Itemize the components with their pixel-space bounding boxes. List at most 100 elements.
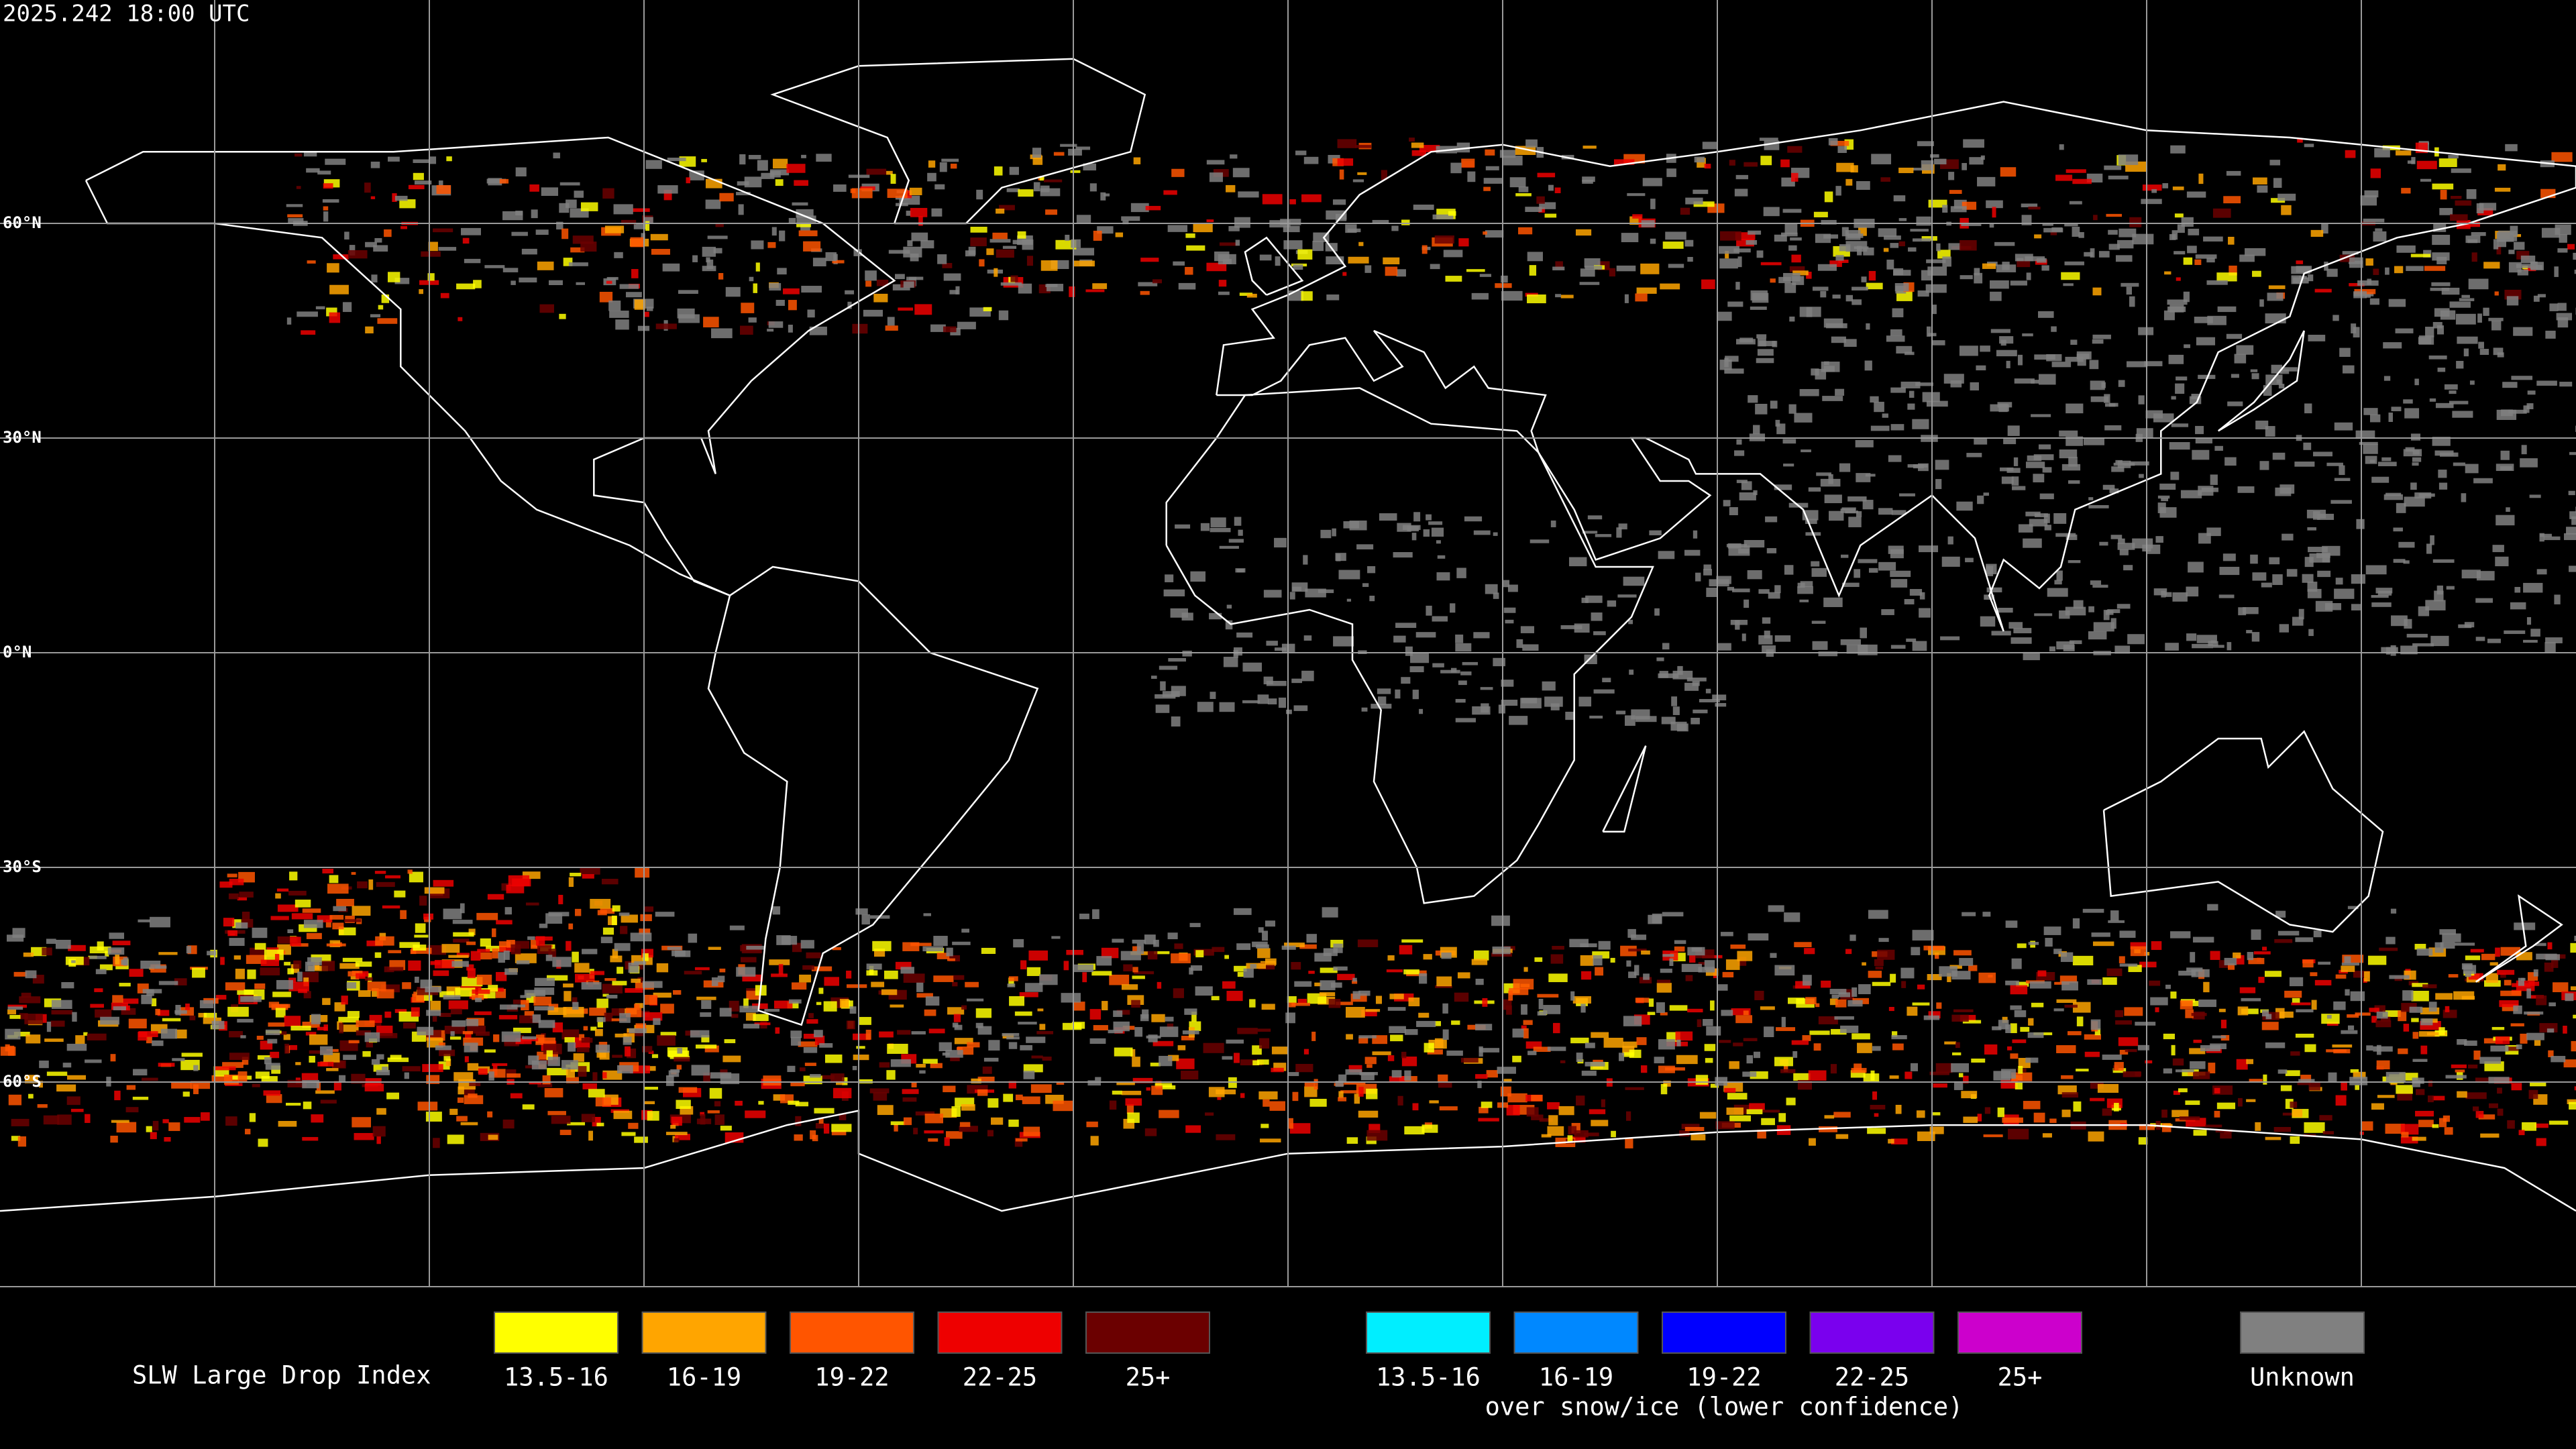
cloud-pixel: [268, 1022, 285, 1027]
cloud-pixel: [255, 1071, 270, 1079]
cloud-pixel: [1323, 948, 1338, 957]
cloud-pixel: [2129, 461, 2149, 466]
cloud-pixel: [2175, 383, 2185, 394]
cloud-pixel: [1838, 260, 1849, 263]
cloud-pixel: [668, 1070, 680, 1077]
cloud-pixel: [2425, 600, 2446, 610]
cloud-pixel: [1829, 260, 1842, 267]
cloud-pixel: [1226, 991, 1243, 1002]
cloud-pixel: [1680, 207, 1690, 215]
cloud-pixel: [975, 1022, 983, 1028]
cloud-pixel: [128, 1018, 147, 1029]
cloud-pixel: [444, 1026, 466, 1034]
cloud-pixel: [1929, 1126, 1944, 1134]
cloud-pixel: [1506, 1105, 1520, 1116]
cloud-pixel: [1303, 635, 1312, 641]
cloud-pixel: [488, 1071, 494, 1081]
cloud-pixel: [1572, 996, 1591, 1004]
cloud-pixel: [601, 879, 619, 885]
cloud-pixel: [2363, 408, 2378, 415]
cloud-pixel: [1152, 279, 1163, 284]
cloud-pixel: [24, 1075, 38, 1083]
cloud-pixel: [953, 1014, 961, 1022]
cloud-pixel: [1659, 671, 1668, 678]
cloud-pixel: [1947, 973, 1951, 983]
cloud-pixel: [1750, 1071, 1768, 1079]
cloud-pixel: [2574, 935, 2576, 941]
cloud-pixel: [2223, 196, 2241, 204]
cloud-pixel: [1455, 698, 1466, 703]
cloud-pixel: [1862, 962, 1866, 966]
cloud-pixel: [2425, 327, 2434, 337]
cloud-pixel: [1977, 495, 1984, 504]
cloud-pixel: [462, 1030, 474, 1034]
cloud-pixel: [1824, 1115, 1835, 1119]
cloud-pixel: [872, 941, 892, 951]
cloud-pixel: [883, 970, 898, 979]
cloud-pixel: [2021, 215, 2032, 225]
cloud-pixel: [2090, 248, 2095, 258]
cloud-pixel: [2078, 231, 2084, 238]
cloud-pixel: [2526, 1032, 2544, 1040]
cloud-pixel: [865, 280, 872, 287]
cloud-pixel: [2370, 168, 2381, 178]
cloud-pixel: [696, 996, 716, 1000]
cloud-pixel: [263, 1090, 281, 1096]
cloud-pixel: [392, 193, 397, 202]
cloud-pixel: [1759, 138, 1778, 141]
cloud-pixel: [423, 913, 434, 920]
cloud-pixel: [1774, 234, 1787, 242]
cloud-pixel: [2061, 272, 2080, 280]
cloud-pixel: [303, 152, 317, 157]
cloud-pixel: [1716, 576, 1731, 584]
cloud-pixel: [745, 1110, 766, 1118]
cloud-pixel: [1843, 339, 1857, 347]
cloud-pixel: [1002, 246, 1017, 249]
cloud-pixel: [1851, 1033, 1870, 1040]
cloud-pixel: [1712, 694, 1727, 700]
cloud-pixel: [506, 884, 525, 894]
cloud-pixel: [790, 1081, 805, 1087]
cloud-pixel: [467, 1063, 479, 1071]
cloud-pixel: [1968, 965, 1978, 971]
cloud-pixel: [574, 191, 584, 198]
cloud-pixel: [923, 913, 931, 916]
cloud-pixel: [2172, 1058, 2184, 1066]
cloud-pixel: [2051, 326, 2057, 332]
cloud-pixel: [2438, 158, 2457, 168]
cloud-pixel: [303, 991, 311, 999]
cloud-pixel: [2345, 150, 2356, 158]
cloud-pixel: [755, 262, 760, 272]
cloud-pixel: [46, 1021, 52, 1032]
cloud-pixel: [2559, 382, 2573, 387]
cloud-pixel: [2263, 1074, 2267, 1085]
cloud-pixel: [220, 957, 225, 965]
cloud-pixel: [1841, 227, 1849, 237]
cloud-pixel: [411, 947, 432, 954]
cloud-pixel: [2536, 380, 2557, 386]
cloud-pixel: [132, 1096, 149, 1100]
cloud-pixel: [1888, 1007, 1894, 1012]
cloud-pixel: [1345, 1069, 1362, 1075]
cloud-pixel: [1854, 1063, 1862, 1072]
cloud-pixel: [1825, 323, 1847, 329]
cloud-pixel: [1951, 1063, 1970, 1073]
cloud-pixel: [688, 933, 698, 943]
cloud-pixel: [1023, 1126, 1040, 1136]
cloud-pixel: [2139, 474, 2144, 478]
cloud-pixel: [2334, 478, 2351, 482]
cloud-pixel: [182, 1091, 190, 1097]
cloud-pixel: [764, 1008, 780, 1012]
cloud-pixel: [1752, 292, 1769, 303]
cloud-pixel: [122, 998, 139, 1004]
cloud-pixel: [492, 948, 499, 959]
cloud-pixel: [1575, 229, 1592, 236]
cloud-pixel: [2496, 515, 2515, 526]
cloud-pixel: [1839, 244, 1851, 252]
cloud-pixel: [887, 317, 895, 326]
cloud-pixel: [1828, 138, 1838, 146]
cloud-pixel: [2477, 208, 2493, 216]
cloud-pixel: [1774, 484, 1792, 490]
cloud-pixel: [2349, 257, 2363, 268]
cloud-pixel: [2536, 569, 2547, 575]
